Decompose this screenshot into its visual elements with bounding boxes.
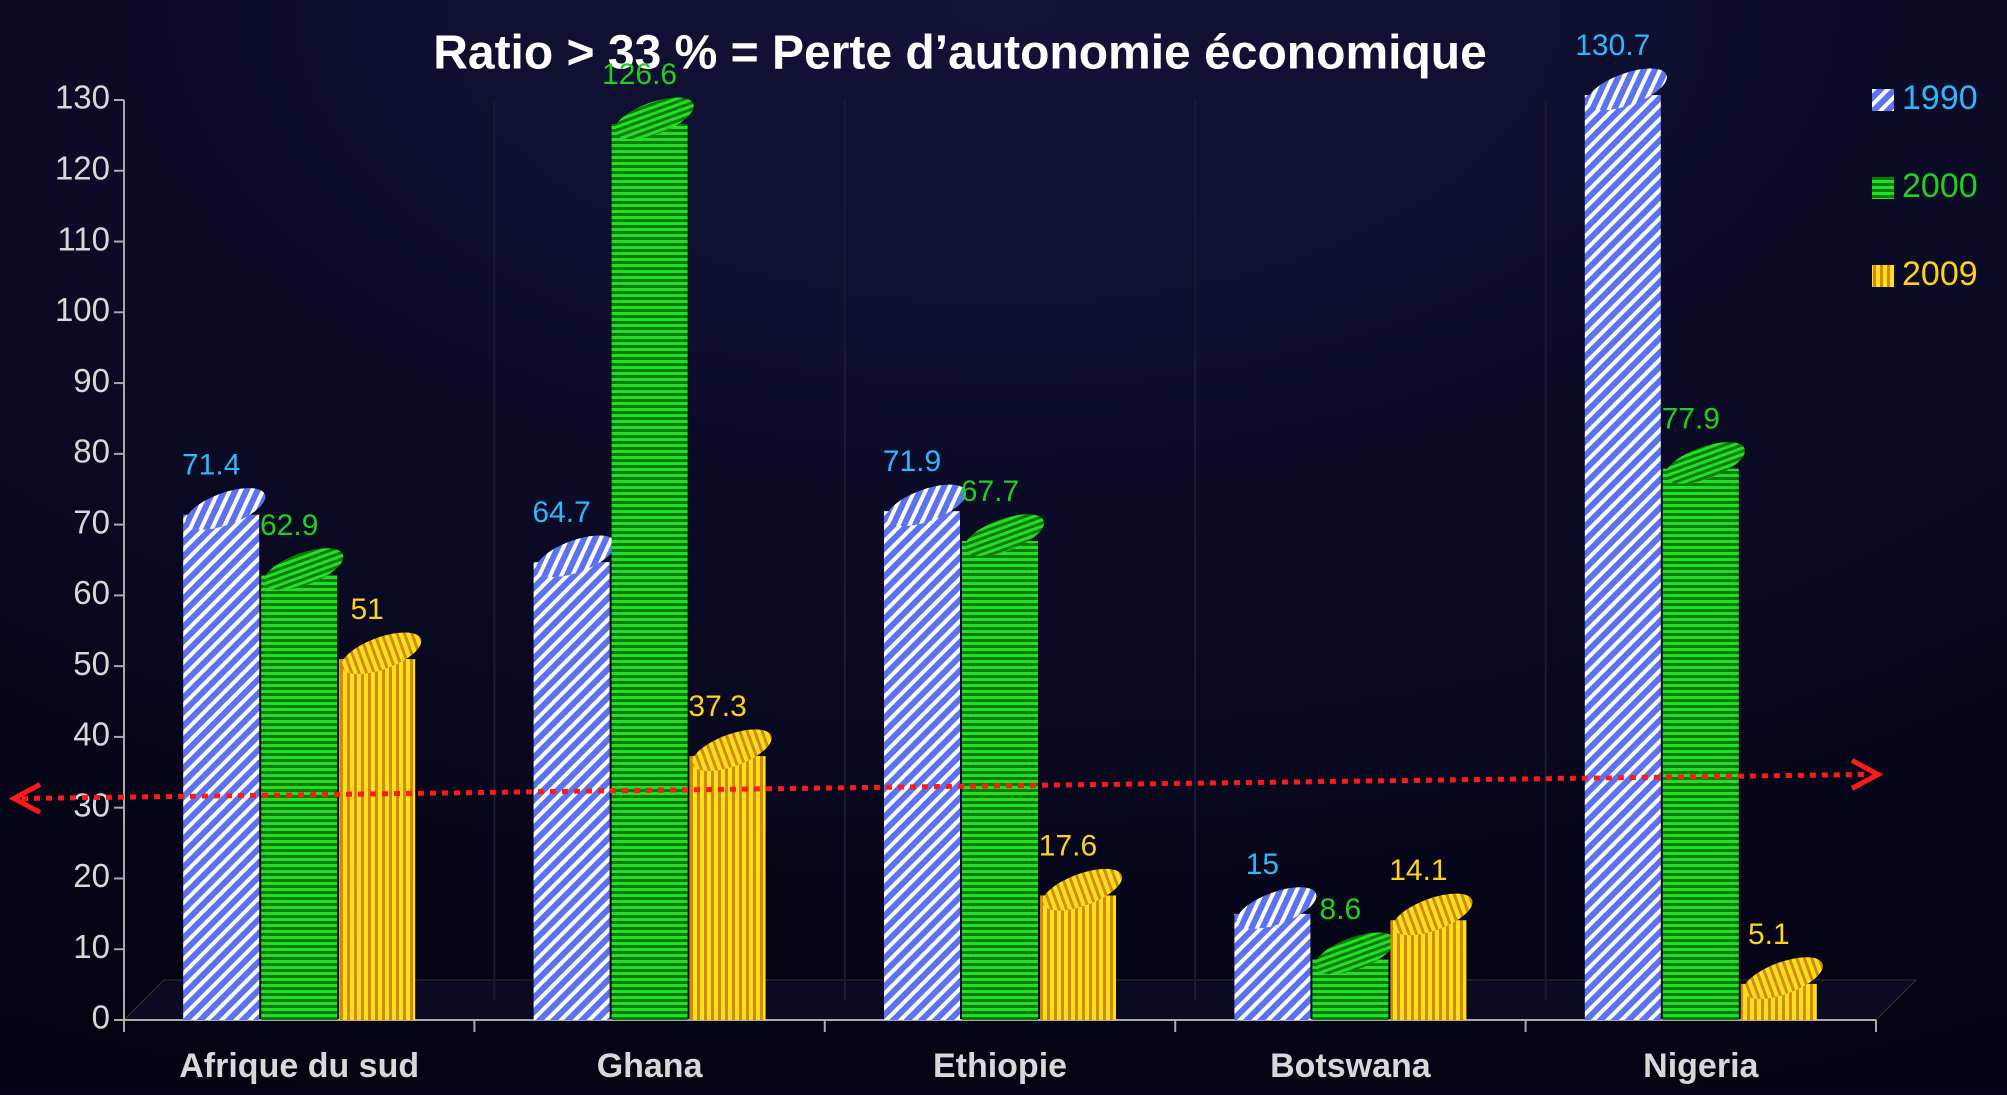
bar-body xyxy=(339,659,416,1020)
bar-top xyxy=(1392,893,1473,936)
bar-top xyxy=(1314,932,1395,975)
y-tick-label: 40 xyxy=(73,716,110,753)
legend-swatch xyxy=(1872,177,1894,199)
y-tick-label: 0 xyxy=(92,999,110,1036)
y-tick-label: 70 xyxy=(73,503,110,540)
y-tick-label: 130 xyxy=(55,79,110,116)
y-tick-label: 90 xyxy=(73,362,110,399)
bar-body xyxy=(611,124,688,1021)
x-tick-label: Botswana xyxy=(1270,1047,1432,1085)
x-tick-label: Nigeria xyxy=(1643,1047,1759,1085)
bar xyxy=(339,632,422,1020)
value-label: 62.9 xyxy=(260,509,318,542)
bar-body xyxy=(261,574,338,1020)
value-label: 14.1 xyxy=(1389,854,1447,887)
bar xyxy=(1662,442,1745,1020)
bar xyxy=(1040,868,1123,1020)
bar xyxy=(533,535,616,1020)
bar-body xyxy=(689,756,766,1020)
x-tick-label: Ghana xyxy=(597,1047,704,1085)
bar-top xyxy=(692,729,772,772)
bar-body xyxy=(1234,913,1311,1020)
bar-body xyxy=(884,511,960,1020)
x-tick-label: Afrique du sud xyxy=(179,1047,419,1085)
bar-top xyxy=(263,548,344,590)
bar-top xyxy=(536,535,616,578)
chart-title: Ratio > 33 % = Perte d’autonomie économi… xyxy=(433,27,1487,80)
bar-body xyxy=(1040,895,1116,1020)
value-label: 15 xyxy=(1246,848,1279,881)
bar-top xyxy=(1665,442,1745,484)
bar xyxy=(1584,68,1667,1021)
bar-top xyxy=(1236,887,1317,929)
bar xyxy=(183,488,266,1020)
threshold-line xyxy=(21,771,1871,801)
legend-label: 2009 xyxy=(1902,255,1978,293)
y-tick-label: 30 xyxy=(73,786,110,823)
bar-body xyxy=(1584,95,1661,1021)
bar-top xyxy=(185,488,266,530)
bar xyxy=(1234,887,1317,1020)
value-label: 17.6 xyxy=(1039,829,1097,862)
bar-body xyxy=(1662,468,1739,1020)
y-tick-label: 110 xyxy=(57,220,110,257)
bar-top xyxy=(1042,868,1123,911)
value-label: 8.6 xyxy=(1320,893,1362,926)
bar-body xyxy=(183,514,260,1020)
bar xyxy=(1312,932,1395,1020)
bar-top xyxy=(1587,68,1667,111)
bar-top xyxy=(1743,957,1823,999)
y-tick-label: 20 xyxy=(73,857,110,894)
bar xyxy=(1740,957,1823,1020)
value-label: 37.3 xyxy=(688,690,746,723)
value-label: 51 xyxy=(351,593,384,626)
bar xyxy=(884,484,967,1020)
y-tick-label: 120 xyxy=(55,149,110,186)
bar-top xyxy=(964,514,1045,556)
bar-body xyxy=(1390,920,1467,1020)
legend-swatch xyxy=(1872,265,1894,287)
value-label: 67.7 xyxy=(961,475,1019,508)
bar xyxy=(261,548,344,1020)
bar-body xyxy=(962,540,1038,1020)
y-tick-label: 50 xyxy=(73,645,110,682)
y-tick-label: 10 xyxy=(73,928,110,965)
bar xyxy=(1390,893,1473,1020)
value-label: 5.1 xyxy=(1748,918,1790,951)
value-label: 77.9 xyxy=(1662,403,1720,436)
legend-label: 1990 xyxy=(1902,79,1978,117)
legend-swatch xyxy=(1872,89,1894,111)
y-tick-label: 60 xyxy=(73,574,110,611)
value-label: 71.4 xyxy=(182,449,240,482)
bar-body xyxy=(533,562,610,1020)
bar xyxy=(689,729,772,1020)
x-tick-label: Ethiopie xyxy=(933,1047,1067,1085)
value-label: 64.7 xyxy=(532,496,590,529)
threshold-arrow xyxy=(1850,758,1884,791)
y-tick-label: 80 xyxy=(73,433,110,470)
legend-label: 2000 xyxy=(1902,167,1978,205)
bar-top xyxy=(614,97,694,140)
bar-top xyxy=(886,484,967,527)
bar-top xyxy=(341,632,422,675)
value-label: 130.7 xyxy=(1575,29,1650,62)
bar xyxy=(611,97,694,1021)
value-label: 71.9 xyxy=(883,445,941,478)
value-label: 126.6 xyxy=(602,58,677,91)
bar xyxy=(962,514,1045,1020)
threshold-arrow xyxy=(8,782,42,815)
y-tick-label: 100 xyxy=(55,291,110,328)
